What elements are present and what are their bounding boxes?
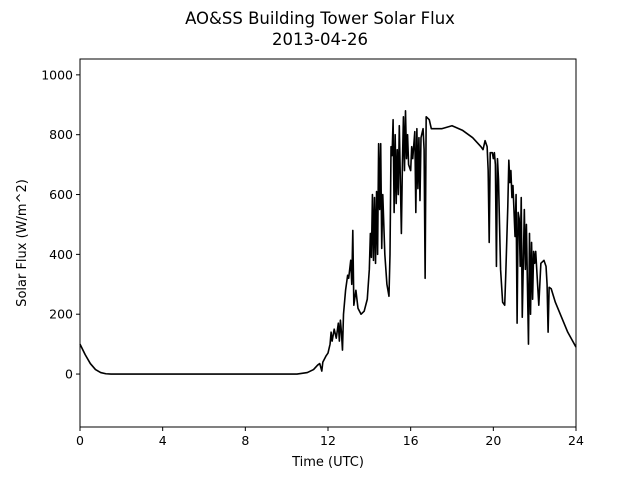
x-tick-label: 0	[76, 433, 84, 448]
y-tick-label: 0	[65, 367, 73, 382]
x-tick-label: 4	[159, 433, 167, 448]
x-axis-label: Time (UTC)	[291, 455, 364, 470]
y-axis-label: Solar Flux (W/m^2)	[15, 179, 30, 307]
y-tick-label: 600	[49, 187, 73, 202]
y-tick-label: 1000	[41, 67, 73, 82]
chart-subtitle: 2013-04-26	[272, 30, 368, 49]
y-tick-label: 800	[49, 127, 73, 142]
plot-frame	[79, 58, 577, 428]
chart-title: AO&SS Building Tower Solar Flux	[185, 9, 455, 28]
x-tick-label: 24	[568, 433, 584, 448]
y-tick-label: 400	[49, 247, 73, 262]
line	[79, 109, 577, 375]
y-tick-label: 200	[49, 307, 73, 322]
x-tick-label: 8	[241, 433, 249, 448]
x-tick-label: 12	[320, 433, 336, 448]
x-tick-label: 16	[403, 433, 419, 448]
x-tick-label: 20	[485, 433, 501, 448]
